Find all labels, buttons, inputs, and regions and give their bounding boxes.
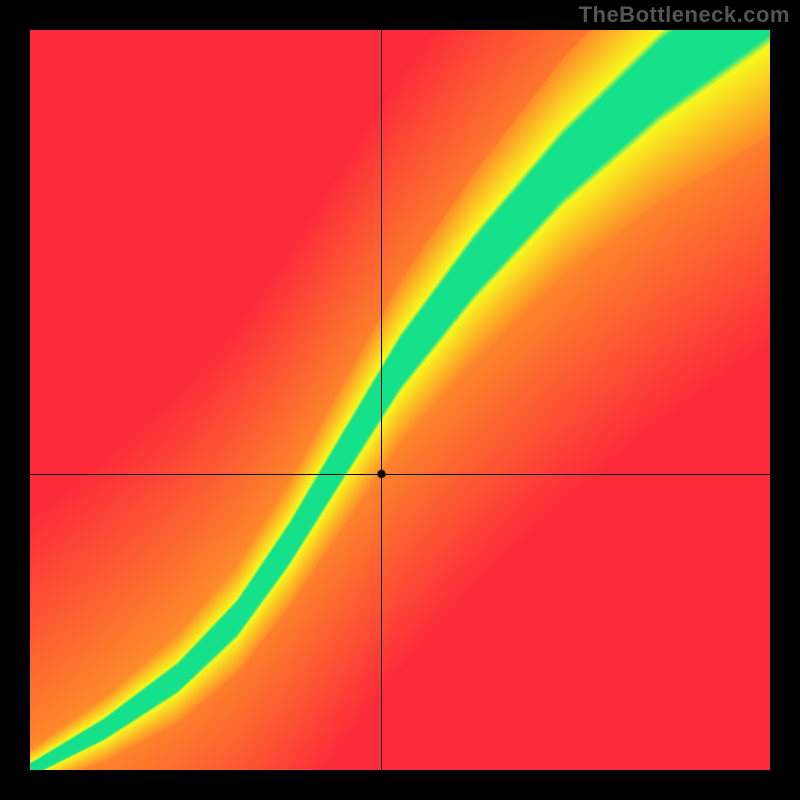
- heatmap-plot: [30, 30, 770, 770]
- watermark-text: TheBottleneck.com: [579, 2, 790, 28]
- crosshair-vertical: [381, 30, 382, 770]
- marker-canvas: [30, 30, 770, 770]
- chart-container: TheBottleneck.com: [0, 0, 800, 800]
- crosshair-horizontal: [30, 474, 770, 475]
